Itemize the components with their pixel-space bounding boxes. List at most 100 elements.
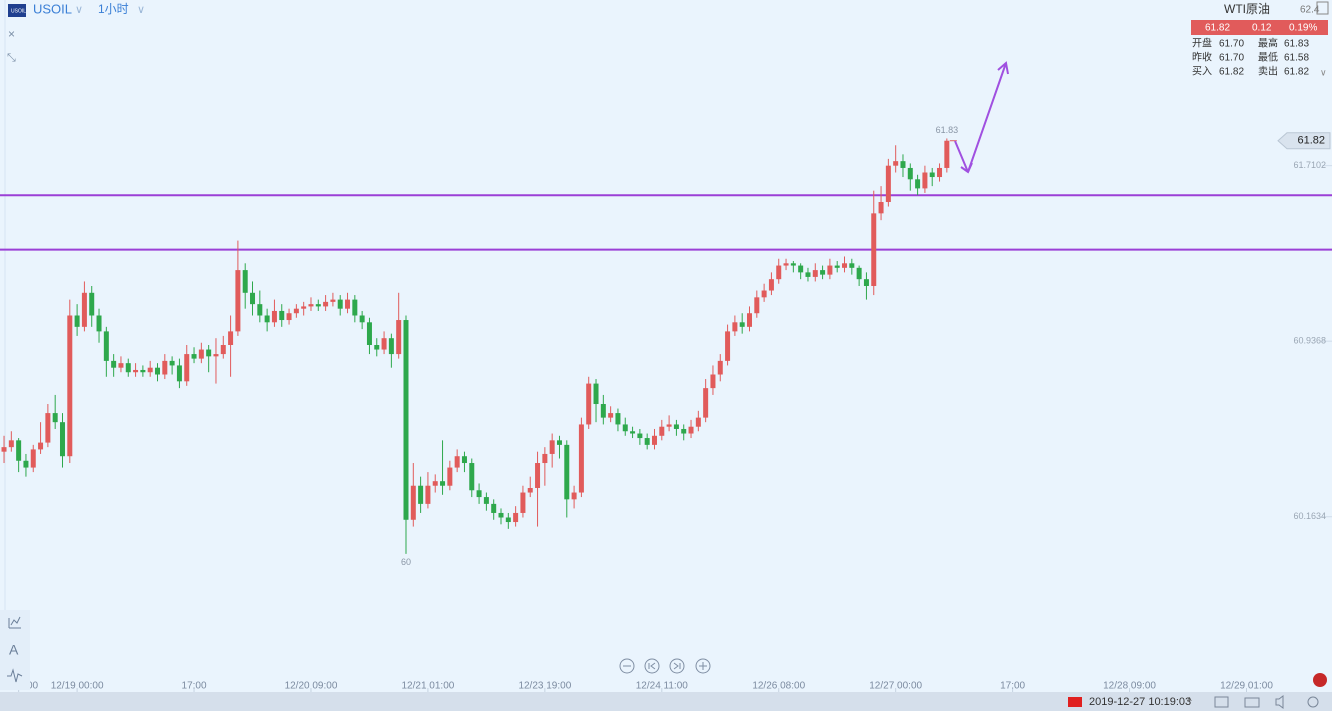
symbol-icon [8, 4, 26, 17]
candle-body [30, 449, 36, 468]
status-caret[interactable]: ^ [1187, 697, 1192, 708]
candle-body [513, 512, 519, 523]
symbol[interactable]: USOIL [33, 1, 72, 16]
dropdown-caret[interactable]: ∨ [75, 4, 83, 16]
x-tick-label: 12/27 00:00 [869, 681, 922, 692]
candle-body [542, 453, 548, 464]
sound-icon[interactable] [1275, 695, 1284, 709]
quote-bar [1191, 20, 1328, 35]
candle-body [820, 270, 826, 275]
scroll-start[interactable] [644, 658, 660, 674]
candle-body [381, 338, 387, 350]
candle-body [418, 485, 424, 504]
candle-body [915, 179, 921, 189]
status-icons [1214, 695, 1319, 709]
low-label: 60 [401, 557, 411, 567]
candle-body [454, 456, 460, 468]
candle-body [681, 428, 687, 434]
quote-value: 61.58 [1284, 53, 1309, 64]
candle-body [176, 365, 182, 382]
x-tick-label: 12/19 00:00 [51, 681, 104, 692]
candle-body [666, 424, 672, 427]
candle-body [929, 172, 935, 178]
x-tick-label: 12/23 19:00 [518, 681, 571, 692]
panel-icon[interactable] [1316, 1, 1329, 15]
candle-body [907, 167, 913, 180]
candle-body [147, 367, 153, 373]
candle-body [315, 304, 321, 307]
candle-body [257, 304, 263, 316]
candle-body [308, 304, 314, 307]
x-tick-label: 12/29 01:00 [1220, 681, 1273, 692]
candle-body [8, 440, 14, 448]
candle-body [118, 363, 124, 368]
candle-body [615, 413, 621, 425]
candle-body [67, 315, 73, 457]
candle-body [622, 424, 628, 432]
candle-body [717, 360, 723, 375]
collapse-icon[interactable]: ⤡ [7, 52, 16, 64]
candle-body [52, 413, 58, 423]
quote-label: 昨收 [1192, 51, 1212, 64]
quote-label: 买入 [1192, 66, 1212, 78]
candle-body [359, 315, 365, 323]
candle-body [374, 345, 380, 350]
candle-body [556, 440, 562, 445]
interval[interactable]: 1小时 [98, 2, 129, 16]
candle-body [425, 485, 431, 504]
candle-body [81, 292, 87, 327]
candle-body [703, 388, 709, 418]
candle-body [220, 345, 226, 355]
candle-body [410, 485, 416, 520]
candle-body [337, 299, 343, 309]
candle-body [403, 320, 409, 520]
candle-body [747, 313, 753, 327]
zoom-out[interactable] [619, 658, 635, 674]
candle-body [922, 172, 928, 189]
quote-rows: 开盘 61.70 最高 61.83 昨收 61.70 最低 61.58 买入 61.82 卖出 61.… [1192, 37, 1309, 78]
candle-body [739, 322, 745, 327]
quote-label: 最低 [1258, 51, 1278, 64]
candle-body [469, 463, 475, 491]
close-icon[interactable]: × [8, 27, 15, 41]
candle-body [38, 442, 44, 450]
candle-body [155, 367, 161, 375]
zoom-in[interactable] [695, 658, 711, 674]
candle-body [849, 263, 855, 268]
tool-wave[interactable] [7, 668, 23, 683]
quote-label: 最高 [1258, 37, 1278, 50]
x-tick-label: 12/21 01:00 [402, 681, 455, 692]
candle-body [644, 438, 650, 445]
x-tick-label: 12/26 08:00 [752, 681, 805, 692]
candle-body [593, 383, 599, 405]
tool-draw[interactable]: A [9, 642, 19, 658]
x-tick-label: 17:00 [182, 681, 207, 692]
camera-icon[interactable] [1244, 697, 1260, 708]
candle-body [59, 422, 65, 457]
logo-icon [1313, 673, 1327, 687]
candle-body [323, 301, 329, 307]
scroll-end[interactable] [669, 658, 685, 674]
window-icon[interactable] [1214, 696, 1229, 708]
tool-indicator[interactable] [8, 616, 21, 629]
candle-body [16, 440, 22, 461]
settings-icon[interactable] [1307, 696, 1319, 708]
candle-body [162, 360, 168, 375]
expand-caret[interactable]: ∨ [1320, 67, 1327, 77]
candle-body [695, 417, 701, 427]
quote-change-pct: 0.19% [1289, 23, 1317, 34]
candle-body [96, 315, 102, 332]
dropdown-caret[interactable]: ∨ [137, 4, 145, 16]
x-tick-label: 12/28 09:00 [1103, 681, 1156, 692]
quote-price: 61.82 [1205, 23, 1230, 34]
x-tick-label: 12/20 09:00 [285, 681, 338, 692]
quote-value: 61.70 [1219, 53, 1244, 64]
candle-body [103, 331, 109, 361]
candle-body [842, 263, 848, 268]
last-price-tag [1277, 132, 1331, 150]
symbol-icon-text: USOIL [11, 8, 26, 14]
candle-body [125, 363, 131, 373]
candle-body [893, 161, 899, 166]
